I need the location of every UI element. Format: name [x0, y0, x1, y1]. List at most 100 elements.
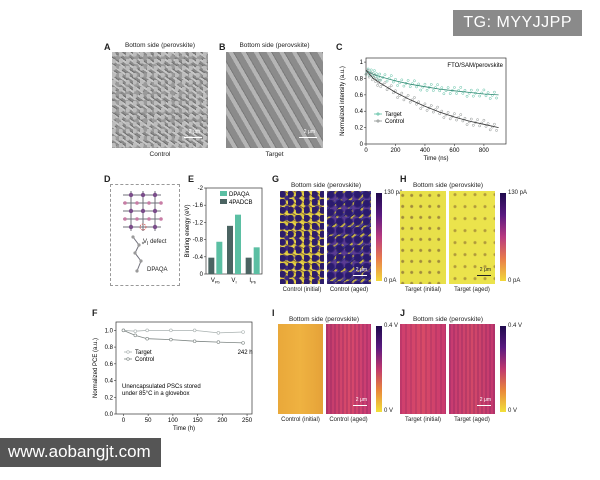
x-tick-label: 800: [479, 148, 490, 154]
data-point: [369, 71, 373, 75]
molecule-label: DPAQA: [147, 267, 168, 273]
panel-g-cb-top: 130 pA: [384, 190, 404, 196]
panel-h-cb-bottom: 0 pA: [508, 278, 521, 284]
panel-i-cb-bottom: 0 V: [384, 408, 394, 414]
data-point: [488, 97, 492, 100]
note-line-1: Unencapsulated PSCs stored: [122, 384, 201, 390]
panel-j-map-aged: 2 μm: [449, 324, 495, 414]
panel-h-label: H: [400, 174, 407, 184]
data-point: [432, 110, 435, 114]
data-point: [438, 89, 442, 93]
data-point: [408, 100, 412, 104]
data-point: [425, 88, 429, 92]
data-point: [404, 96, 408, 100]
data-point: [396, 84, 399, 87]
data-point: [406, 79, 410, 82]
panel-a-caption: Control: [149, 151, 171, 158]
panel-i-map-initial: [278, 324, 323, 414]
legend-label: Control: [135, 357, 154, 363]
data-point: [402, 84, 406, 88]
data-point: [375, 72, 378, 76]
panel-a-label: A: [104, 42, 111, 52]
panel-c-chart: 0 200 400 600 800 0 0.2 0.4 0.6 0.8 1 Time (ns) Norm…: [340, 57, 507, 162]
x-axis-label: Time (ns): [423, 156, 448, 162]
data-point: [436, 105, 439, 109]
data-point: [482, 88, 486, 92]
data-point: [484, 94, 488, 98]
x-axis-label: Time (h): [173, 426, 195, 432]
data-point: [145, 328, 149, 333]
y-tick-label: -1.6: [193, 203, 204, 209]
panel-b-title: Bottom side (perovskite): [239, 42, 310, 49]
data-point: [423, 82, 427, 86]
scale-bar: [353, 274, 367, 276]
panel-g-map-initial: [280, 191, 324, 284]
data-point: [402, 98, 406, 102]
panel-h-caption-aged: Target (aged): [454, 287, 490, 293]
data-point: [417, 100, 420, 104]
y-axis-label: Normalized PCE (a.u.): [93, 338, 99, 398]
panel-j-label: J: [400, 308, 406, 318]
data-point: [459, 113, 463, 116]
data-point: [385, 88, 389, 92]
data-point: [383, 81, 387, 85]
x-tick-label: 400: [420, 148, 431, 154]
data-point: [376, 84, 379, 87]
panel-h-colorbar: [500, 193, 506, 281]
scale-bar: [477, 404, 491, 406]
y-axis-label: Normalized intensity (a.u.): [340, 66, 346, 136]
bar-4padcb: [227, 225, 233, 274]
bar-dpaqa: [253, 247, 260, 274]
panel-f-label: F: [92, 308, 98, 318]
data-point: [241, 341, 245, 345]
data-point: [169, 337, 173, 342]
scale-bar: [184, 136, 202, 138]
x-tick-label: 250: [242, 418, 253, 424]
data-point: [432, 89, 435, 92]
x-tick-label: 600: [449, 148, 460, 154]
defect-label: VI defect: [143, 239, 167, 248]
data-point: [476, 118, 479, 122]
y-tick-label: 0.0: [105, 412, 114, 418]
y-tick-label: -2: [198, 186, 204, 192]
bar-4padcb: [208, 257, 215, 274]
y-tick-label: 0.4: [105, 379, 114, 385]
legend-marker: [126, 357, 130, 361]
data-point: [133, 329, 137, 333]
data-point: [373, 69, 376, 72]
scale-bar-label: 2 μm: [355, 267, 367, 273]
data-point: [406, 94, 410, 97]
legend-label: 4PADCB: [229, 200, 253, 206]
fit-line-control: [365, 70, 499, 128]
data-point: [493, 90, 496, 94]
data-point: [442, 92, 446, 96]
panel-a-title: Bottom side (perovskite): [124, 42, 196, 49]
data-point: [415, 85, 418, 89]
y-tick-label: 0.6: [105, 362, 114, 368]
data-point: [383, 73, 387, 77]
data-point: [369, 68, 373, 72]
data-point: [463, 116, 467, 120]
data-point: [413, 96, 416, 99]
panel-g-caption-initial: Control (initial): [282, 287, 322, 293]
data-point: [438, 112, 442, 116]
series-line-target: [123, 330, 244, 334]
data-point: [476, 88, 479, 92]
data-point: [364, 73, 368, 76]
panel-d-structure-box: VI defect DPAQA: [110, 184, 180, 286]
data-point: [461, 119, 465, 123]
data-point: [446, 86, 450, 89]
scale-bar-label: 2 μm: [355, 397, 367, 403]
data-point: [465, 123, 469, 126]
panel-i-colorbar: [376, 326, 382, 412]
data-point: [453, 86, 456, 89]
panel-j-cb-top: 0.4 V: [508, 323, 523, 329]
x-tick-label: 200: [217, 418, 228, 424]
y-tick-label: 1.0: [105, 328, 114, 334]
x-tick-label: 50: [145, 418, 152, 424]
panel-g-title: Bottom side (perovskite): [290, 182, 362, 189]
data-point: [453, 112, 456, 116]
x-tick-label: 200: [390, 148, 401, 154]
panel-j-caption-initial: Target (initial): [404, 417, 441, 423]
data-point: [396, 96, 399, 99]
